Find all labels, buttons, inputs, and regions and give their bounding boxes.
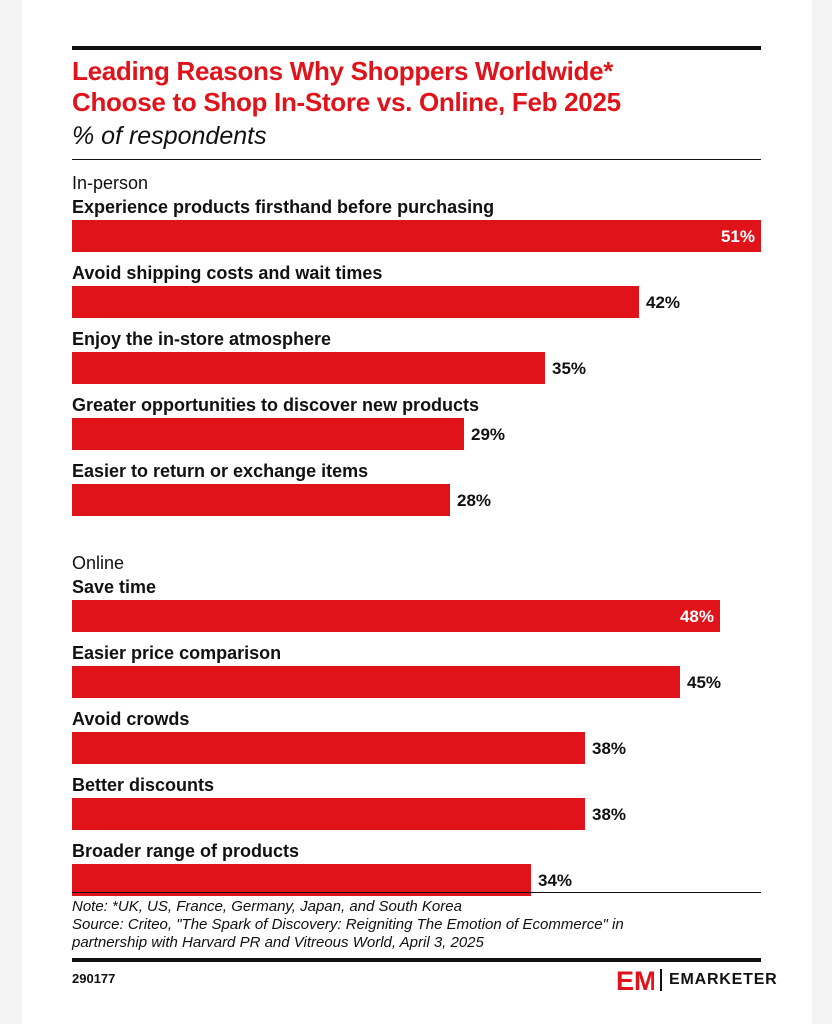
title-line-2: Choose to Shop In-Store vs. Online, Feb … (72, 87, 621, 117)
group-label: Online (72, 553, 124, 573)
category-label: Enjoy the in-store atmosphere (72, 329, 331, 349)
bar (72, 666, 680, 698)
footnotes: Note: *UK, US, France, Germany, Japan, a… (72, 898, 762, 952)
data-label: 48% (680, 607, 714, 626)
bar (72, 352, 545, 384)
data-label: 29% (471, 425, 505, 444)
note-text: Note: *UK, US, France, Germany, Japan, a… (72, 898, 462, 915)
data-label: 35% (552, 359, 586, 378)
category-label: Avoid shipping costs and wait times (72, 263, 382, 283)
data-label: 38% (592, 739, 626, 758)
data-label: 28% (457, 491, 491, 510)
bar (72, 732, 585, 764)
category-label: Greater opportunities to discover new pr… (72, 395, 479, 415)
bar (72, 418, 464, 450)
brand-name: EMARKETER (669, 971, 778, 988)
title-line-1: Leading Reasons Why Shoppers Worldwide* (72, 56, 614, 86)
category-label: Easier price comparison (72, 643, 281, 663)
bar (72, 798, 585, 830)
emarketer-logo: EM EMARKETER (616, 966, 778, 994)
bar (72, 220, 761, 252)
category-label: Experience products firsthand before pur… (72, 197, 494, 217)
bar (72, 484, 450, 516)
bottom-rule (72, 958, 761, 962)
data-label: 34% (538, 871, 572, 890)
category-label: Save time (72, 577, 156, 597)
source-line-2: partnership with Harvard PR and Vitreous… (72, 934, 484, 951)
data-label: 51% (721, 227, 755, 246)
data-label: 38% (592, 805, 626, 824)
group-label: In-person (72, 173, 148, 193)
bar (72, 864, 531, 896)
category-label: Easier to return or exchange items (72, 461, 368, 481)
category-label: Broader range of products (72, 841, 299, 861)
data-label: 42% (646, 293, 680, 312)
chart-title: Leading Reasons Why Shoppers Worldwide* … (72, 56, 772, 118)
footer-rule (72, 892, 761, 893)
data-label: 45% (687, 673, 721, 692)
top-rule (72, 46, 761, 50)
logo-separator (660, 969, 662, 991)
source-line-1: Source: Criteo, "The Spark of Discovery:… (72, 916, 624, 933)
em-logo-icon: EM (616, 967, 654, 993)
bar (72, 600, 720, 632)
category-label: Better discounts (72, 775, 214, 795)
header-rule (72, 159, 761, 160)
svg-text:EM: EM (616, 967, 654, 993)
bar (72, 286, 639, 318)
chart-id: 290177 (72, 971, 116, 986)
chart-subtitle: % of respondents (72, 122, 267, 150)
category-label: Avoid crowds (72, 709, 189, 729)
